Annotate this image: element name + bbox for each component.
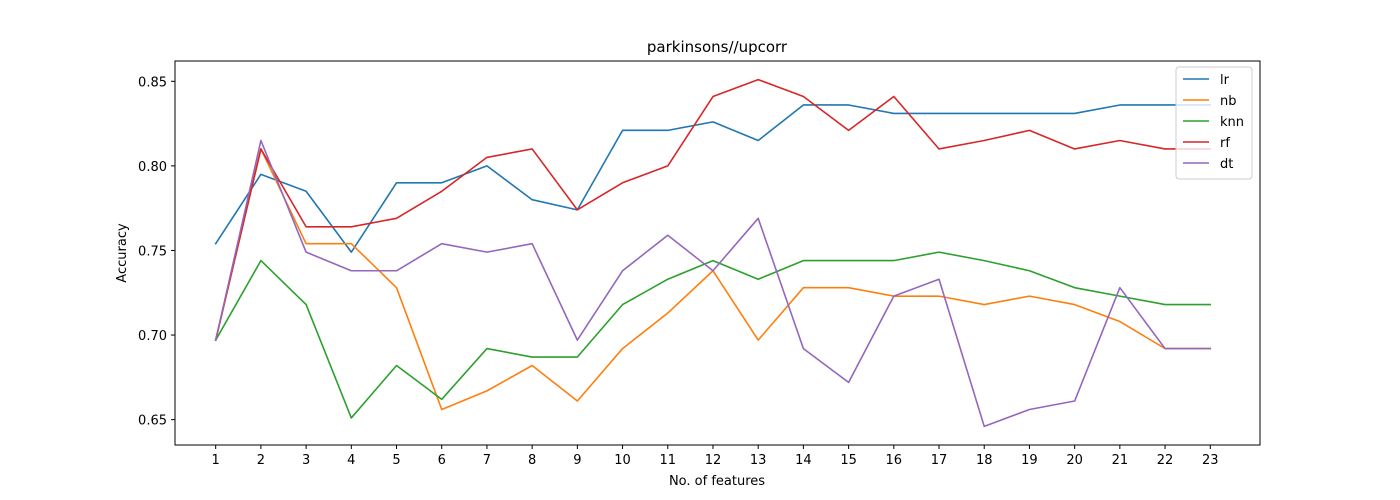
x-tick-label: 8 bbox=[528, 453, 536, 468]
y-axis-ticks: 0.65 0.70 0.75 0.80 0.85 bbox=[138, 75, 175, 429]
x-tick-label: 22 bbox=[1157, 453, 1174, 468]
x-tick-label: 19 bbox=[1021, 453, 1038, 468]
x-tick-label: 9 bbox=[573, 453, 581, 468]
x-tick-label: 5 bbox=[392, 453, 400, 468]
y-axis-label: Accuracy bbox=[115, 223, 130, 283]
x-axis-label: No. of features bbox=[669, 474, 765, 489]
x-tick-label: 18 bbox=[976, 453, 993, 468]
y-tick-label: 0.65 bbox=[138, 414, 167, 429]
series-line-dt bbox=[214, 139, 1212, 428]
x-tick-label: 2 bbox=[257, 453, 265, 468]
legend: lr nb knn rf dt bbox=[1175, 66, 1253, 180]
x-tick-label: 21 bbox=[1112, 453, 1129, 468]
plot-frame bbox=[174, 60, 1261, 446]
x-tick-label: 17 bbox=[931, 453, 948, 468]
x-tick-label: 3 bbox=[302, 453, 310, 468]
y-tick-label: 0.80 bbox=[138, 160, 167, 175]
legend-label-nb: nb bbox=[1220, 94, 1237, 109]
x-tick-label: 7 bbox=[483, 453, 491, 468]
y-tick-label: 0.70 bbox=[138, 329, 167, 344]
x-tick-label: 12 bbox=[705, 453, 722, 468]
legend-label-knn: knn bbox=[1220, 115, 1244, 130]
x-tick-label: 14 bbox=[795, 453, 812, 468]
x-tick-label: 16 bbox=[886, 453, 903, 468]
series-line-lr bbox=[214, 104, 1212, 253]
legend-label-dt: dt bbox=[1220, 157, 1233, 172]
x-tick-label: 1 bbox=[212, 453, 220, 468]
series-line-knn bbox=[214, 251, 1212, 419]
x-tick-label: 13 bbox=[750, 453, 767, 468]
x-tick-label: 4 bbox=[347, 453, 355, 468]
series-line-nb bbox=[214, 148, 1212, 411]
legend-label-rf: rf bbox=[1220, 136, 1230, 151]
x-axis-ticks: 1 2 3 4 5 6 7 8 9 10 11 12 13 14 15 16 17 18 19 20 21 22 23 bbox=[212, 445, 1219, 468]
x-tick-label: 20 bbox=[1066, 453, 1083, 468]
x-tick-label: 11 bbox=[659, 453, 676, 468]
y-tick-label: 0.75 bbox=[138, 244, 167, 259]
series-line-rf bbox=[214, 78, 1212, 342]
x-tick-label: 23 bbox=[1202, 453, 1219, 468]
x-tick-label: 6 bbox=[438, 453, 446, 468]
plot-lines bbox=[214, 78, 1212, 428]
x-tick-label: 15 bbox=[840, 453, 857, 468]
chart-title: parkinsons//upcorr bbox=[647, 38, 788, 56]
legend-label-lr: lr bbox=[1220, 73, 1230, 88]
legend-box bbox=[1175, 66, 1253, 180]
y-tick-label: 0.85 bbox=[138, 75, 167, 90]
x-tick-label: 10 bbox=[614, 453, 631, 468]
